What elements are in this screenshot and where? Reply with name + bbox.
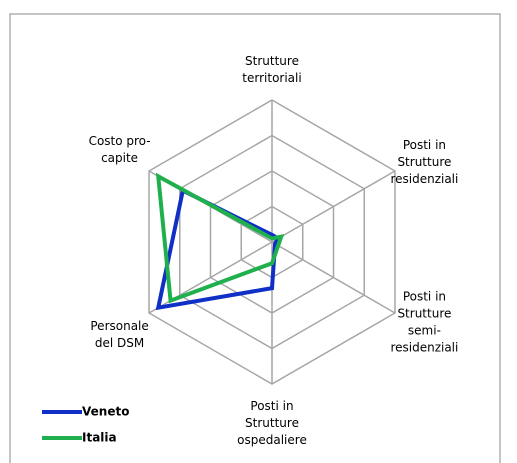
axis-label-line: Strutture bbox=[397, 306, 451, 320]
axis-label-line: semi- bbox=[408, 323, 441, 337]
axis-label-line: territoriali bbox=[242, 71, 301, 85]
axis-spoke bbox=[271, 170, 396, 243]
axis-label-line: capite bbox=[101, 151, 138, 165]
series-line bbox=[155, 172, 285, 304]
axis-label-line: Posti in bbox=[250, 399, 293, 413]
axis-label: Posti in Strutture semi-residenziali bbox=[390, 289, 458, 354]
axis-label-line: Posti in bbox=[403, 289, 446, 303]
axis-label-line: Strutture bbox=[397, 155, 451, 169]
axis-label: Strutture territoriali bbox=[242, 54, 301, 85]
axis-label-line: Costo pro- bbox=[89, 134, 151, 148]
axis-label-line: Strutture bbox=[245, 54, 299, 68]
axis-label-line: del DSM bbox=[95, 336, 144, 350]
axis-label-line: Personale bbox=[90, 319, 148, 333]
axis-label-line: residenziali bbox=[390, 340, 458, 354]
axis-label: Personale del DSM bbox=[90, 319, 148, 350]
chart-frame bbox=[9, 13, 501, 463]
legend-label: Veneto bbox=[82, 405, 129, 419]
axis-label: Posti in Strutture residenziali bbox=[390, 138, 458, 186]
axis-label-line: Posti in bbox=[403, 138, 446, 152]
axis-label-line: ospedaliere bbox=[237, 433, 307, 447]
axis-spoke bbox=[271, 241, 396, 314]
axis-label-line: Strutture bbox=[245, 416, 299, 430]
axis-label: Costo pro-capite bbox=[89, 134, 151, 165]
axis-label: Posti in Strutture ospedaliere bbox=[237, 399, 307, 447]
axis-label-line: residenziali bbox=[390, 172, 458, 186]
legend-label: Italia bbox=[82, 431, 117, 445]
